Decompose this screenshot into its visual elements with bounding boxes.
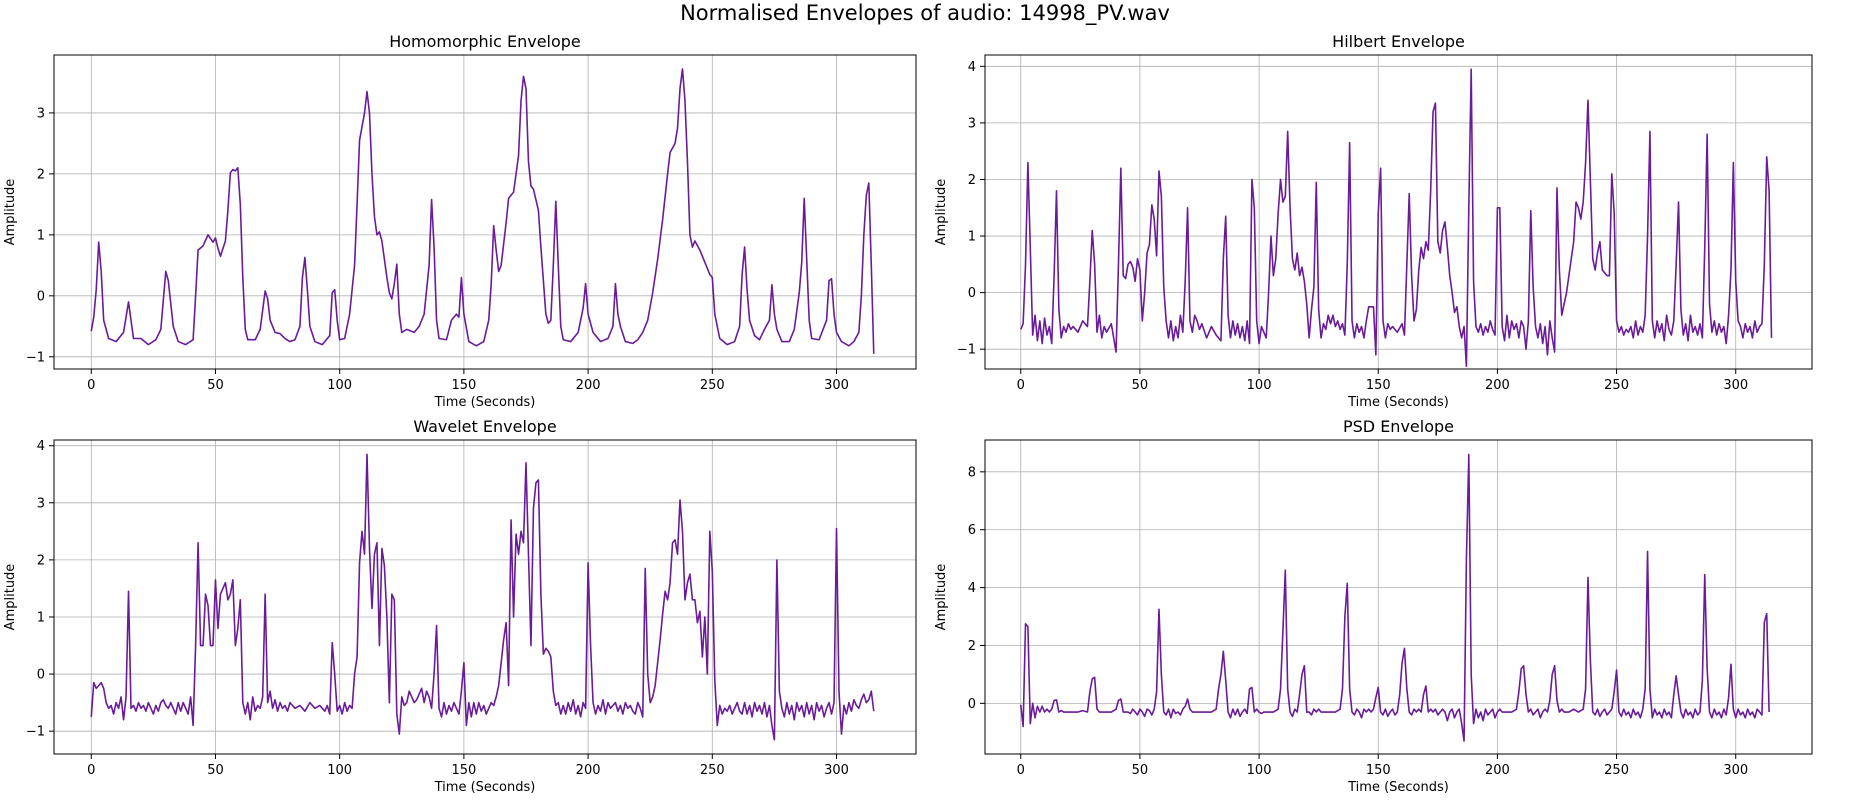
psd-envelope-line — [1019, 453, 1770, 742]
psd-y-tick-label: 4 — [968, 581, 976, 596]
homomorphic-x-tick-label: 50 — [207, 378, 224, 393]
homomorphic-y-tick-label: 2 — [37, 167, 45, 182]
hilbert-x-tick-label: 250 — [1604, 378, 1629, 393]
psd-y-tick-label: 8 — [968, 465, 976, 480]
psd-chart-title: PSD Envelope — [1343, 417, 1454, 436]
hilbert-y-tick-label: 2 — [968, 173, 976, 188]
hilbert-x-axis-label: Time (Seconds) — [1347, 395, 1449, 410]
wavelet-x-tick-label: 150 — [451, 763, 476, 778]
hilbert-y-tick-label: 3 — [968, 116, 976, 131]
wavelet-y-tick-label: 1 — [37, 610, 45, 625]
hilbert-x-tick-label: 300 — [1723, 378, 1748, 393]
homomorphic-axes-frame — [53, 54, 917, 370]
homomorphic-y-tick-label: −1 — [26, 350, 45, 365]
homomorphic-y-tick-label: 3 — [37, 106, 45, 121]
wavelet-y-axis-label: Amplitude — [3, 564, 18, 631]
psd-x-tick-label: 250 — [1604, 763, 1629, 778]
wavelet-x-tick-label: 100 — [327, 763, 352, 778]
hilbert-y-tick-label: 1 — [968, 230, 976, 245]
homomorphic-y-tick-label: 0 — [37, 289, 45, 304]
homomorphic-x-tick-label: 250 — [700, 378, 725, 393]
figure-title: Normalised Envelopes of audio: 14998_PV.… — [680, 1, 1170, 25]
psd-x-tick-label: 50 — [1132, 763, 1149, 778]
wavelet-x-tick-label: 50 — [207, 763, 224, 778]
psd-x-tick-label: 300 — [1723, 763, 1748, 778]
hilbert-x-tick-label: 50 — [1132, 378, 1149, 393]
hilbert-envelope-line — [1020, 68, 1773, 367]
psd-x-tick-label: 150 — [1366, 763, 1391, 778]
wavelet-axes-frame — [53, 439, 917, 755]
hilbert-y-tick-label: −1 — [957, 343, 976, 358]
wavelet-y-tick-label: −1 — [26, 725, 45, 740]
hilbert-y-tick-label: 0 — [968, 286, 976, 301]
hilbert-y-axis-label: Amplitude — [934, 179, 949, 246]
homomorphic-x-tick-label: 200 — [576, 378, 601, 393]
psd-y-tick-label: 2 — [968, 639, 976, 654]
wavelet-x-tick-label: 250 — [700, 763, 725, 778]
psd-y-tick-label: 0 — [968, 697, 976, 712]
wavelet-y-tick-label: 3 — [37, 496, 45, 511]
homomorphic-x-tick-label: 100 — [327, 378, 352, 393]
hilbert-y-tick-label: 4 — [968, 60, 976, 75]
psd-x-tick-label: 100 — [1247, 763, 1272, 778]
homomorphic-y-tick-label: 1 — [37, 228, 45, 243]
wavelet-envelope-line — [90, 453, 875, 741]
wavelet-y-tick-label: 2 — [37, 553, 45, 568]
psd-axes-frame — [984, 439, 1813, 755]
homomorphic-envelope-line — [90, 68, 875, 354]
wavelet-x-tick-label: 200 — [576, 763, 601, 778]
homomorphic-x-tick-label: 150 — [451, 378, 476, 393]
psd-y-axis-label: Amplitude — [934, 564, 949, 631]
homomorphic-y-axis-label: Amplitude — [3, 179, 18, 246]
wavelet-y-tick-label: 4 — [37, 439, 45, 454]
wavelet-x-axis-label: Time (Seconds) — [434, 780, 536, 795]
hilbert-x-tick-label: 200 — [1485, 378, 1510, 393]
hilbert-x-tick-label: 100 — [1247, 378, 1272, 393]
hilbert-x-tick-label: 150 — [1366, 378, 1391, 393]
homomorphic-x-tick-label: 300 — [824, 378, 849, 393]
wavelet-x-tick-label: 0 — [87, 763, 95, 778]
psd-x-axis-label: Time (Seconds) — [1347, 780, 1449, 795]
psd-x-tick-label: 200 — [1485, 763, 1510, 778]
wavelet-chart-title: Wavelet Envelope — [413, 417, 556, 436]
wavelet-x-tick-label: 300 — [824, 763, 849, 778]
homomorphic-chart-title: Homomorphic Envelope — [389, 32, 581, 51]
psd-x-tick-label: 0 — [1017, 763, 1025, 778]
wavelet-y-tick-label: 0 — [37, 668, 45, 683]
psd-y-tick-label: 6 — [968, 523, 976, 538]
hilbert-x-tick-label: 0 — [1017, 378, 1025, 393]
hilbert-axes-frame — [984, 54, 1813, 370]
homomorphic-x-axis-label: Time (Seconds) — [434, 395, 536, 410]
homomorphic-x-tick-label: 0 — [87, 378, 95, 393]
hilbert-chart-title: Hilbert Envelope — [1332, 32, 1465, 51]
